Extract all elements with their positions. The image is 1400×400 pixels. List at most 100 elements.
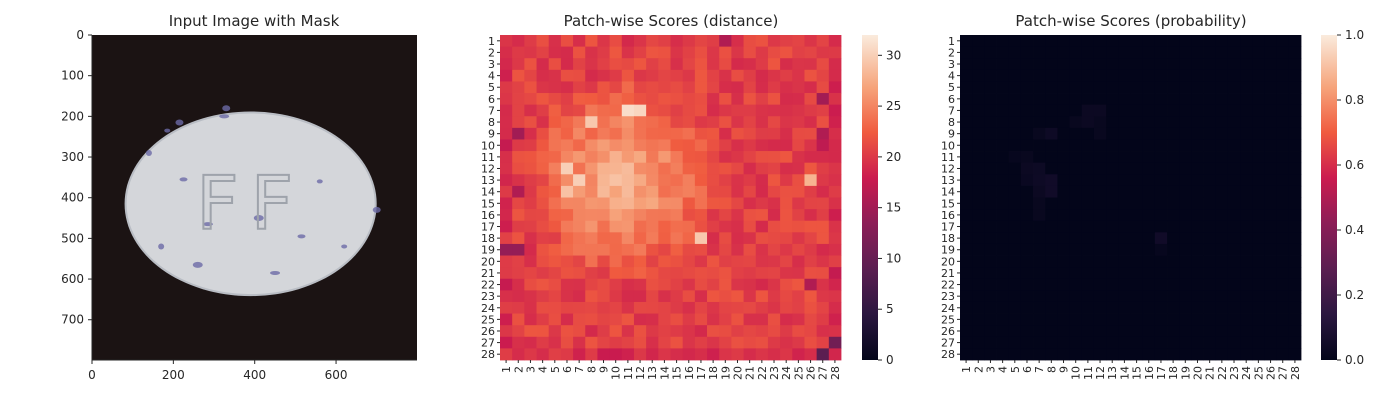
heatmap-cell bbox=[1227, 220, 1241, 233]
heatmap-cell bbox=[548, 174, 562, 187]
heatmap-cell bbox=[1240, 93, 1253, 106]
heatmap-cell bbox=[560, 209, 574, 222]
heatmap-cell bbox=[972, 313, 985, 326]
heatmap-cell bbox=[1288, 151, 1302, 164]
heatmap-cell bbox=[1020, 139, 1034, 152]
heatmap-cell bbox=[1252, 174, 1265, 187]
heatmap-cell bbox=[1106, 35, 1119, 48]
heatmap-cell bbox=[1240, 46, 1253, 59]
heatmap-cell bbox=[828, 139, 842, 152]
heatmap-cell bbox=[1045, 267, 1058, 280]
heatmap-cell bbox=[682, 197, 696, 210]
heatmap-cell bbox=[1264, 243, 1278, 256]
heatmap-cell bbox=[1130, 301, 1144, 314]
heatmap-cell bbox=[804, 104, 818, 117]
heatmap-cell bbox=[524, 139, 537, 152]
heatmap-cell bbox=[719, 336, 732, 349]
heatmap-cell bbox=[646, 313, 659, 326]
heatmap-cell bbox=[682, 348, 696, 361]
heatmap-cell bbox=[646, 46, 659, 59]
heatmap-cell bbox=[767, 162, 781, 175]
heatmap-cell bbox=[1203, 174, 1217, 187]
heatmap-cell bbox=[524, 290, 537, 303]
heatmap-cell bbox=[573, 348, 586, 361]
heatmap-cell bbox=[792, 151, 805, 164]
heatmap-cell bbox=[1179, 278, 1192, 291]
heatmap-cell bbox=[707, 278, 720, 291]
heatmap-cell bbox=[1045, 139, 1058, 152]
heatmap-cell bbox=[804, 58, 818, 71]
heatmap-cell bbox=[609, 151, 623, 164]
heatmap-cell bbox=[512, 243, 525, 256]
heatmap-cell bbox=[996, 81, 1010, 94]
heatmap-cell bbox=[984, 220, 997, 233]
heatmap-cell bbox=[646, 116, 659, 129]
heatmap-cell bbox=[1130, 325, 1144, 338]
row-label: 17 bbox=[941, 221, 955, 234]
heatmap-cell bbox=[1203, 35, 1217, 48]
pill-speck bbox=[158, 243, 165, 250]
heatmap-cell bbox=[536, 243, 550, 256]
heatmap-cell bbox=[1288, 174, 1302, 187]
heatmap-cell bbox=[646, 81, 659, 94]
heatmap-cell bbox=[1276, 348, 1290, 361]
heatmap-cell bbox=[780, 35, 793, 48]
heatmap-cell bbox=[512, 46, 525, 59]
heatmap-cell bbox=[1057, 278, 1071, 291]
heatmap-cell bbox=[1008, 116, 1022, 129]
heatmap-cell bbox=[984, 243, 997, 256]
heatmap-cell bbox=[1045, 174, 1058, 187]
heatmap-cell bbox=[1191, 162, 1204, 175]
heatmap-cell bbox=[633, 127, 647, 140]
heatmap-cell bbox=[1057, 301, 1071, 314]
heatmap-cell bbox=[1020, 81, 1034, 94]
heatmap-cell bbox=[670, 220, 684, 233]
heatmap-cell bbox=[1020, 313, 1034, 326]
heatmap-cell bbox=[633, 325, 647, 338]
heatmap-cell bbox=[1008, 243, 1022, 256]
heatmap-cell bbox=[621, 267, 635, 280]
heatmap-cell bbox=[1033, 139, 1046, 152]
heatmap-cell bbox=[500, 104, 513, 117]
heatmap-cell bbox=[670, 336, 684, 349]
x-tick-label: 200 bbox=[162, 368, 185, 382]
heatmap-cell bbox=[1215, 162, 1229, 175]
row-label: 6 bbox=[948, 93, 955, 106]
heatmap-cell bbox=[682, 58, 696, 71]
heatmap-cell bbox=[960, 197, 973, 210]
heatmap-cell bbox=[1154, 69, 1168, 82]
heatmap-cell bbox=[1008, 301, 1022, 314]
heatmap-cell bbox=[1118, 46, 1131, 59]
heatmap-cell bbox=[1191, 336, 1204, 349]
heatmap-cell bbox=[1167, 69, 1180, 82]
heatmap-cell bbox=[792, 255, 805, 268]
heatmap-cell bbox=[731, 151, 744, 164]
heatmap-cell bbox=[1130, 267, 1144, 280]
row-label: 20 bbox=[941, 255, 955, 268]
heatmap-cell bbox=[1288, 139, 1302, 152]
heatmap-cell bbox=[719, 220, 732, 233]
heatmap-cell bbox=[972, 267, 985, 280]
heatmap-cell bbox=[1191, 93, 1204, 106]
heatmap-cell bbox=[780, 301, 793, 314]
heatmap-cell bbox=[633, 232, 647, 245]
heatmap-cell bbox=[816, 290, 830, 303]
heatmap-cell bbox=[573, 313, 586, 326]
heatmap-cell bbox=[828, 278, 842, 291]
heatmap-cell bbox=[1106, 93, 1119, 106]
heatmap-cell bbox=[984, 232, 997, 245]
heatmap-cell bbox=[1203, 151, 1217, 164]
heatmap-cell bbox=[1069, 151, 1083, 164]
heatmap-cell bbox=[609, 220, 623, 233]
heatmap-cell bbox=[1130, 69, 1144, 82]
heatmap-cell bbox=[1288, 278, 1302, 291]
heatmap-cell bbox=[573, 243, 586, 256]
heatmap-cell bbox=[960, 267, 973, 280]
heatmap-cell bbox=[804, 267, 818, 280]
heatmap-cell bbox=[1020, 162, 1034, 175]
heatmap-cell bbox=[1106, 301, 1119, 314]
col-label: 5 bbox=[1009, 366, 1022, 373]
heatmap-cell bbox=[755, 325, 769, 338]
heatmap-cell bbox=[1252, 162, 1265, 175]
colorbar bbox=[862, 35, 878, 360]
